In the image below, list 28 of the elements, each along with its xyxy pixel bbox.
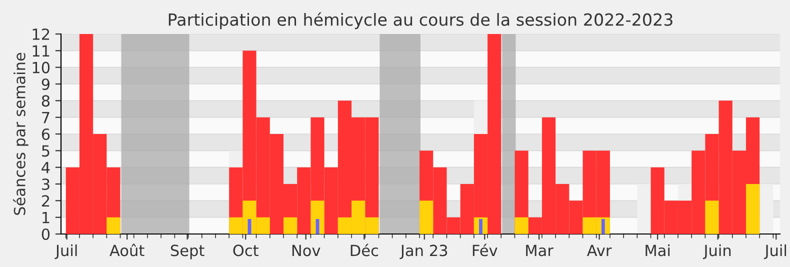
y-tick-label: 2 bbox=[42, 195, 50, 206]
x-tick-label: Mar bbox=[526, 244, 554, 256]
x-tick-label: Juil bbox=[54, 244, 77, 260]
y-tick-label: 6 bbox=[42, 128, 50, 140]
x-tick-label: Sept bbox=[170, 244, 204, 260]
y-tick-label: 4 bbox=[42, 162, 50, 174]
y-axis-title: Séances par semaine bbox=[12, 52, 28, 215]
x-tick-label: Déc bbox=[350, 244, 378, 256]
chart-title: Participation en hémicycle au cours de la session 2022-2023 bbox=[168, 12, 672, 30]
y-tick-label: 3 bbox=[42, 178, 50, 190]
x-tick-label: Avr bbox=[586, 244, 612, 256]
y-tick-label: 9 bbox=[42, 78, 50, 90]
x-tick-label: Juin bbox=[702, 244, 731, 260]
x-tick-label: Fév bbox=[472, 244, 498, 256]
x-tick-label: Nov bbox=[292, 244, 320, 256]
y-tick-label: 12 bbox=[32, 28, 50, 40]
y-tick-label: 1 bbox=[42, 212, 50, 224]
x-tick-label: Oct bbox=[233, 244, 258, 256]
x-tick-label: Mai bbox=[646, 244, 670, 256]
y-tick-label: 8 bbox=[42, 95, 50, 107]
y-tick-label: 5 bbox=[42, 145, 50, 157]
y-tick-label: 7 bbox=[42, 112, 50, 124]
y-tick-label: 10 bbox=[32, 62, 50, 74]
y-tick-label: 11 bbox=[32, 45, 50, 56]
y-tick-label: 0 bbox=[42, 228, 50, 240]
x-tick-label: Jan 23 bbox=[400, 244, 448, 260]
x-tick-label: Juil bbox=[764, 244, 786, 260]
x-tick-label: Août bbox=[110, 244, 144, 256]
